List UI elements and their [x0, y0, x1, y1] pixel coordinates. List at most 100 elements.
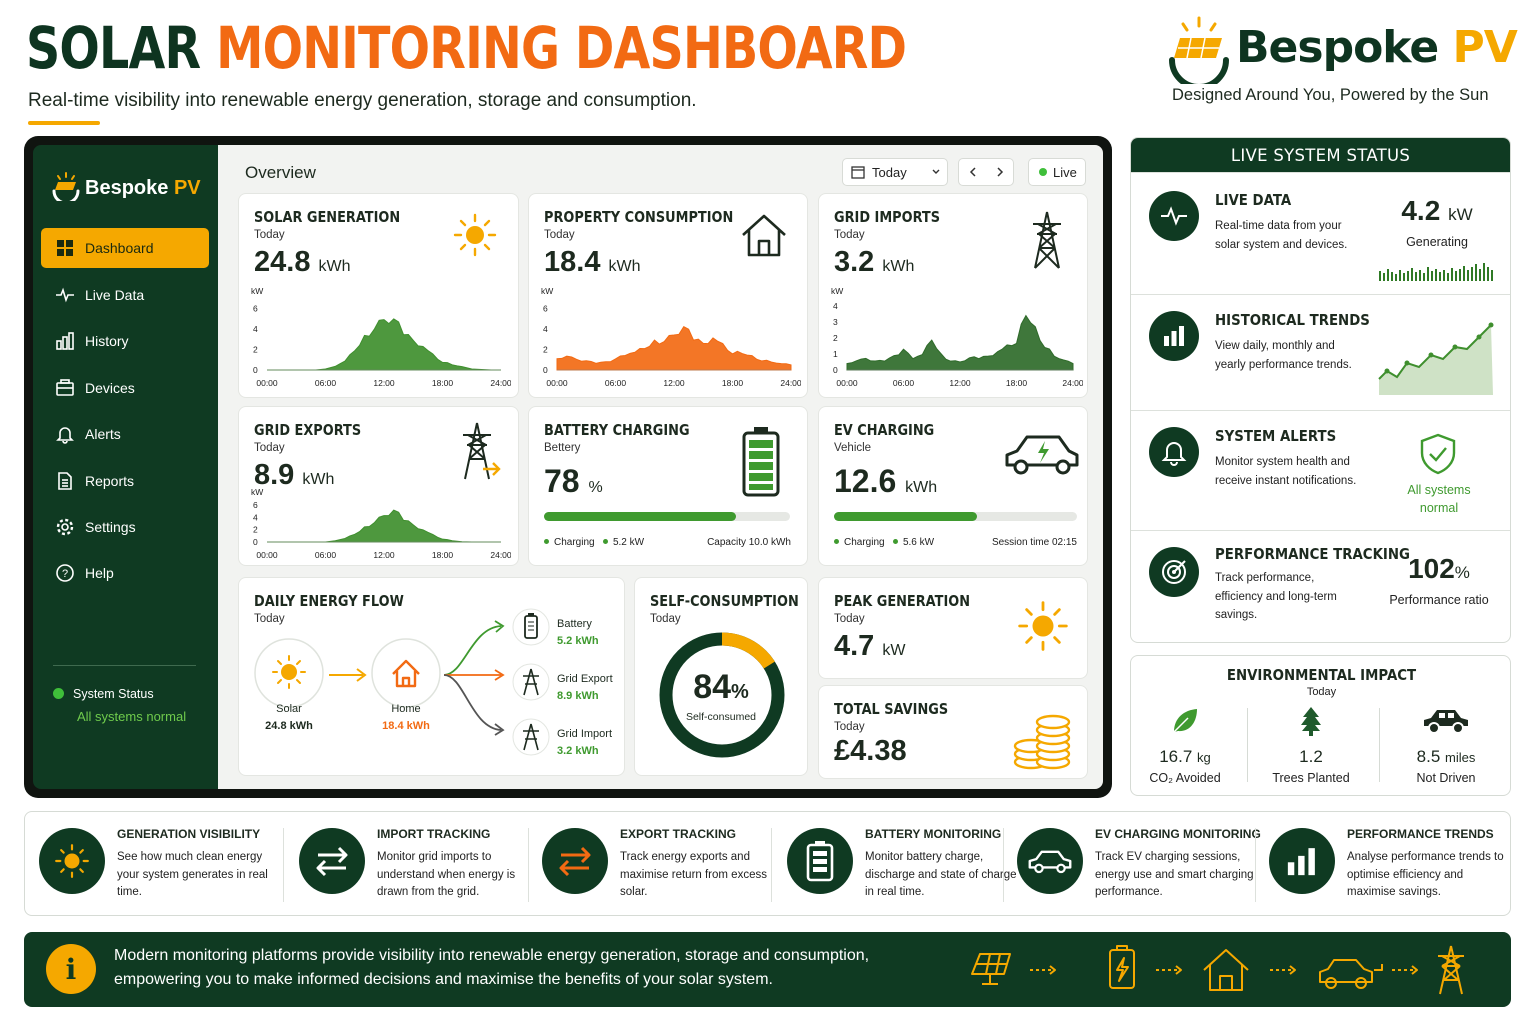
card-title: SOLAR GENERATION: [254, 208, 401, 226]
ev-car-icon: [1319, 959, 1383, 989]
date-range-select[interactable]: Today: [842, 158, 948, 186]
status-row-heading: LIVE DATA: [1215, 191, 1292, 209]
flow-arrow-battery: [443, 625, 502, 676]
card-subtitle: Today: [650, 613, 681, 625]
card-self-consumption[interactable]: SELF-CONSUMPTION Today 84% Self-consumed: [635, 578, 807, 775]
feature-desc: Track energy exports and maximise return…: [620, 851, 767, 898]
status-row-live-data[interactable]: LIVE DATA Real-time data from your solar…: [1131, 172, 1510, 294]
bell-icon: [56, 427, 74, 444]
card-subtitle: Today: [834, 613, 865, 625]
feature-generation-visibility: GENERATION VISIBILITY See how much clean…: [25, 812, 283, 917]
status-dot: [53, 688, 64, 699]
exports-unit: kWh: [302, 471, 335, 488]
sidebar-item-settings[interactable]: Settings: [41, 507, 209, 547]
sidebar-item-devices[interactable]: Devices: [41, 368, 209, 408]
chart-y-tick: 4: [253, 512, 258, 522]
feature-heading: EXPORT TRACKING: [620, 827, 737, 841]
consumption-value: 18.4: [544, 246, 601, 278]
chevron-left-icon[interactable]: [967, 166, 979, 178]
env-miles-unit: miles: [1445, 750, 1476, 765]
flow-import-label: Grid Import: [557, 728, 613, 740]
card-peak-generation[interactable]: PEAK GENERATION Today 4.7 kW: [819, 578, 1087, 678]
card-daily-energy-flow[interactable]: DAILY ENERGY FLOW Today: [239, 578, 624, 775]
energy-flow-diagram: [254, 608, 550, 756]
chart-x-tick: 24:00: [780, 378, 801, 388]
help-icon: ?: [56, 564, 74, 582]
battery-progress-bar: [544, 512, 790, 521]
live-toggle[interactable]: Live: [1028, 158, 1086, 186]
flow-arrow-import: [443, 674, 502, 731]
title-part-2: MONITORING DASHBOARD: [216, 14, 907, 82]
card-subtitle: Today: [834, 721, 865, 733]
status-row-system-alerts[interactable]: SYSTEM ALERTS Monitor system health and …: [1131, 410, 1510, 530]
brand-logo: Bespoke PV Designed Around You, Powered …: [1166, 10, 1518, 110]
ev-progress-bar: [834, 512, 1077, 521]
live-label: Live: [1053, 164, 1077, 180]
status-row-heading: PERFORMANCE TRACKING: [1215, 545, 1410, 563]
chart-y-tick: 6: [253, 303, 258, 313]
env-trees-value: 1.2: [1299, 747, 1323, 766]
card-battery-charging[interactable]: BATTERY CHARGING Bettery 78 % Charging 5…: [529, 407, 807, 565]
chevron-right-icon[interactable]: [994, 166, 1006, 178]
feature-divider: [771, 828, 772, 902]
sidebar-logo-pv: PV: [173, 177, 201, 199]
sidebar-item-live-data[interactable]: Live Data: [41, 275, 209, 315]
chart-x-tick: 00:00: [256, 378, 278, 388]
battery-unit: %: [588, 479, 603, 496]
pylon-icon: [1438, 945, 1464, 995]
property-consumption-chart: kW 6 4 2 0 00:00 06:00 12:00 18:00 24:00: [541, 286, 801, 388]
card-value: 3.2 kWh: [834, 246, 914, 279]
solar-value: 24.8: [254, 246, 311, 278]
status-row-performance-tracking[interactable]: PERFORMANCE TRACKING Track performance, …: [1131, 530, 1510, 642]
card-grid-exports[interactable]: GRID EXPORTS Today 8.9 kWh kW 6 4 2 0 00:00 06…: [239, 407, 518, 565]
flow-solar-label: Solar: [276, 703, 302, 715]
sidebar-item-help[interactable]: ? Help: [41, 553, 209, 593]
selfcons-unit: %: [731, 681, 749, 703]
live-generation-caption: Generating: [1406, 235, 1468, 249]
chart-y-tick: 6: [253, 500, 258, 510]
chart-x-tick: 12:00: [663, 378, 685, 388]
app-window: Bespoke PV Dashboard Live Data History D…: [24, 136, 1112, 798]
sidebar-item-history[interactable]: History: [41, 321, 209, 361]
env-trees-label: Trees Planted: [1272, 771, 1350, 785]
env-miles-value: 8.5: [1416, 747, 1441, 766]
flow-solar-text: Solar 24.8 kWh: [253, 703, 325, 732]
flow-battery-icon: [524, 613, 538, 639]
savings-value: £4.38: [834, 735, 907, 767]
chart-y-unit: kW: [251, 286, 263, 296]
sidebar-item-label: Dashboard: [85, 240, 154, 256]
date-range-value: Today: [872, 164, 907, 180]
ev-power: 5.6 kW: [902, 537, 935, 548]
env-co2-value: 16.7: [1159, 747, 1193, 766]
sidebar-item-dashboard[interactable]: Dashboard: [41, 228, 209, 268]
pylon-icon: [1033, 211, 1061, 269]
chart-y-tick: 6: [543, 303, 548, 313]
card-property-consumption[interactable]: PROPERTY CONSUMPTION Today 18.4 kWh kW 6 4…: [529, 194, 807, 397]
card-grid-imports[interactable]: GRID IMPORTS Today 3.2 kWh kW 4 3 2 1 0 00:00 0…: [819, 194, 1087, 397]
pylon-export-icon: [463, 422, 501, 480]
status-row-historical-trends[interactable]: HISTORICAL TRENDS View daily, monthly an…: [1131, 294, 1510, 410]
feature-divider: [528, 828, 529, 902]
card-ev-charging[interactable]: EV CHARGING Vehicle 12.6 kWh Charging 5.…: [819, 407, 1087, 565]
features-strip: GENERATION VISIBILITY See how much clean…: [24, 811, 1511, 916]
selfcons-number: 84: [693, 668, 732, 706]
card-total-savings[interactable]: TOTAL SAVINGS Today £4.38: [819, 686, 1087, 778]
env-divider: [1247, 708, 1248, 782]
battery-status: Charging: [554, 537, 595, 548]
sun-icon: [453, 213, 497, 257]
ev-unit: kWh: [905, 479, 938, 496]
peak-unit: kW: [882, 642, 906, 659]
feature-desc: See how much clean energy your system ge…: [117, 851, 268, 898]
ev-status: Charging: [844, 537, 885, 548]
flow-import-node: [512, 718, 550, 756]
sidebar-item-alerts[interactable]: Alerts: [41, 414, 209, 454]
calendar-icon: [851, 166, 865, 179]
chart-y-tick: 0: [833, 365, 838, 375]
flow-home-text: Home 18.4 kWh: [369, 703, 443, 732]
status-row-desc: Monitor system health and receive instan…: [1215, 456, 1357, 487]
sidebar-item-reports[interactable]: Reports: [41, 461, 209, 501]
card-title: PROPERTY CONSUMPTION: [544, 208, 734, 226]
energy-chain-icons: [971, 945, 1464, 995]
card-solar-generation[interactable]: SOLAR GENERATION Today 24.8 kWh kW 6 4 2 0 00…: [239, 194, 518, 397]
title-underline: [28, 121, 100, 125]
